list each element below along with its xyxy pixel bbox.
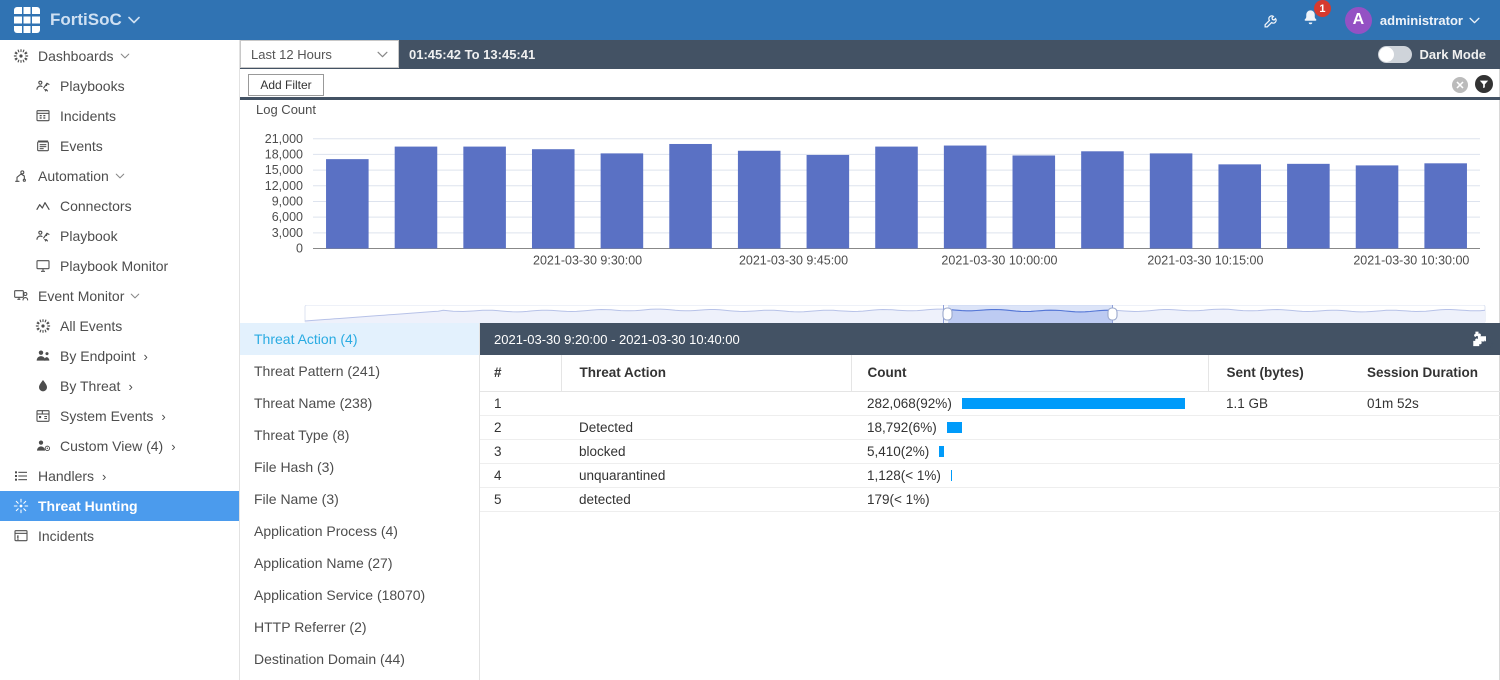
svg-text:2021-03-30 9:30:00: 2021-03-30 9:30:00 [533,254,642,268]
svg-text:3,000: 3,000 [272,226,303,240]
svg-text:2021-03-30 9:45:00: 2021-03-30 9:45:00 [739,254,848,268]
svg-text:2021-03-30 10:00:00: 2021-03-30 10:00:00 [941,254,1057,268]
svg-text:21,000: 21,000 [265,132,303,146]
svg-text:0: 0 [296,242,303,256]
svg-text:6,000: 6,000 [272,210,303,224]
svg-text:9,000: 9,000 [272,194,303,208]
svg-text:2021-03-30 10:30:00: 2021-03-30 10:30:00 [1353,254,1469,268]
svg-text:2021-03-30 10:15:00: 2021-03-30 10:15:00 [1147,254,1263,268]
svg-text:15,000: 15,000 [265,163,303,177]
svg-text:18,000: 18,000 [265,147,303,161]
svg-text:12,000: 12,000 [265,179,303,193]
